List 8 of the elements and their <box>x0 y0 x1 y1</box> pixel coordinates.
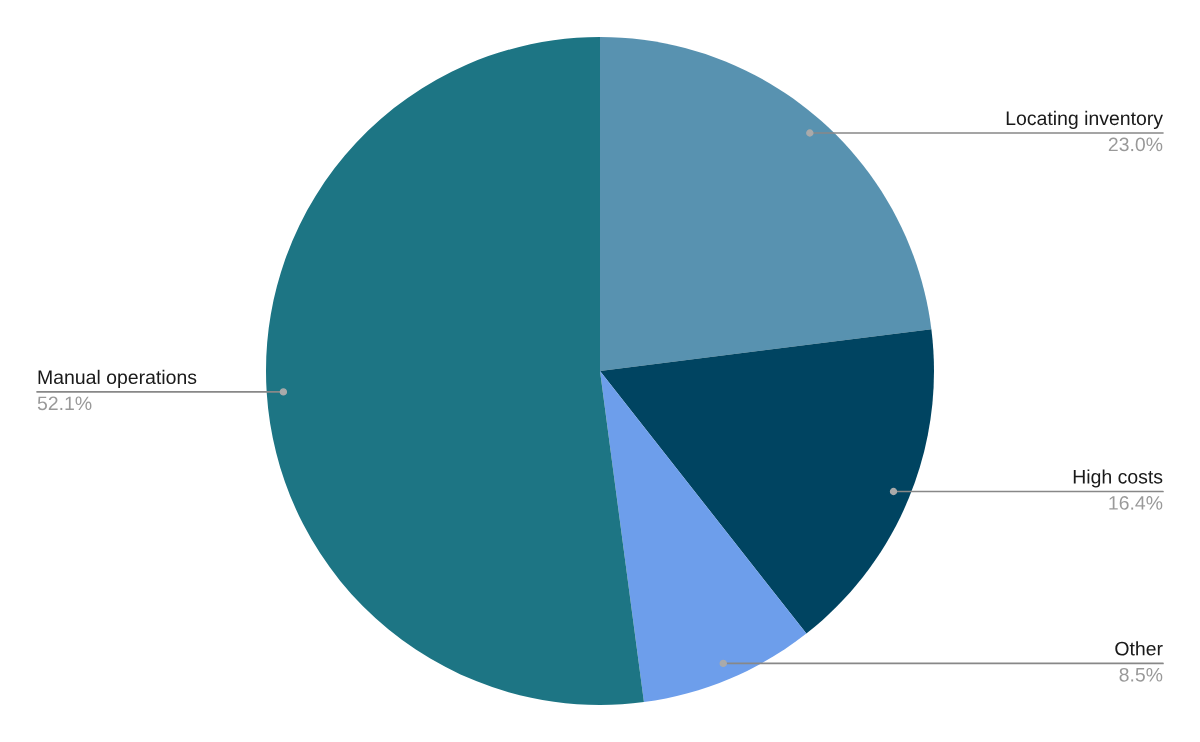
data-label: 8.5% <box>1119 667 1163 682</box>
slice-label: Other <box>1115 641 1163 656</box>
data-label: 16.4% <box>1109 496 1163 510</box>
slice-label: Locating inventory <box>1006 110 1163 129</box>
data-label: 23.0% <box>1108 137 1163 152</box>
slice-label: High costs <box>1073 469 1163 488</box>
slice-label: Manual operations <box>38 369 197 388</box>
data-label: 52.1% <box>37 396 92 411</box>
